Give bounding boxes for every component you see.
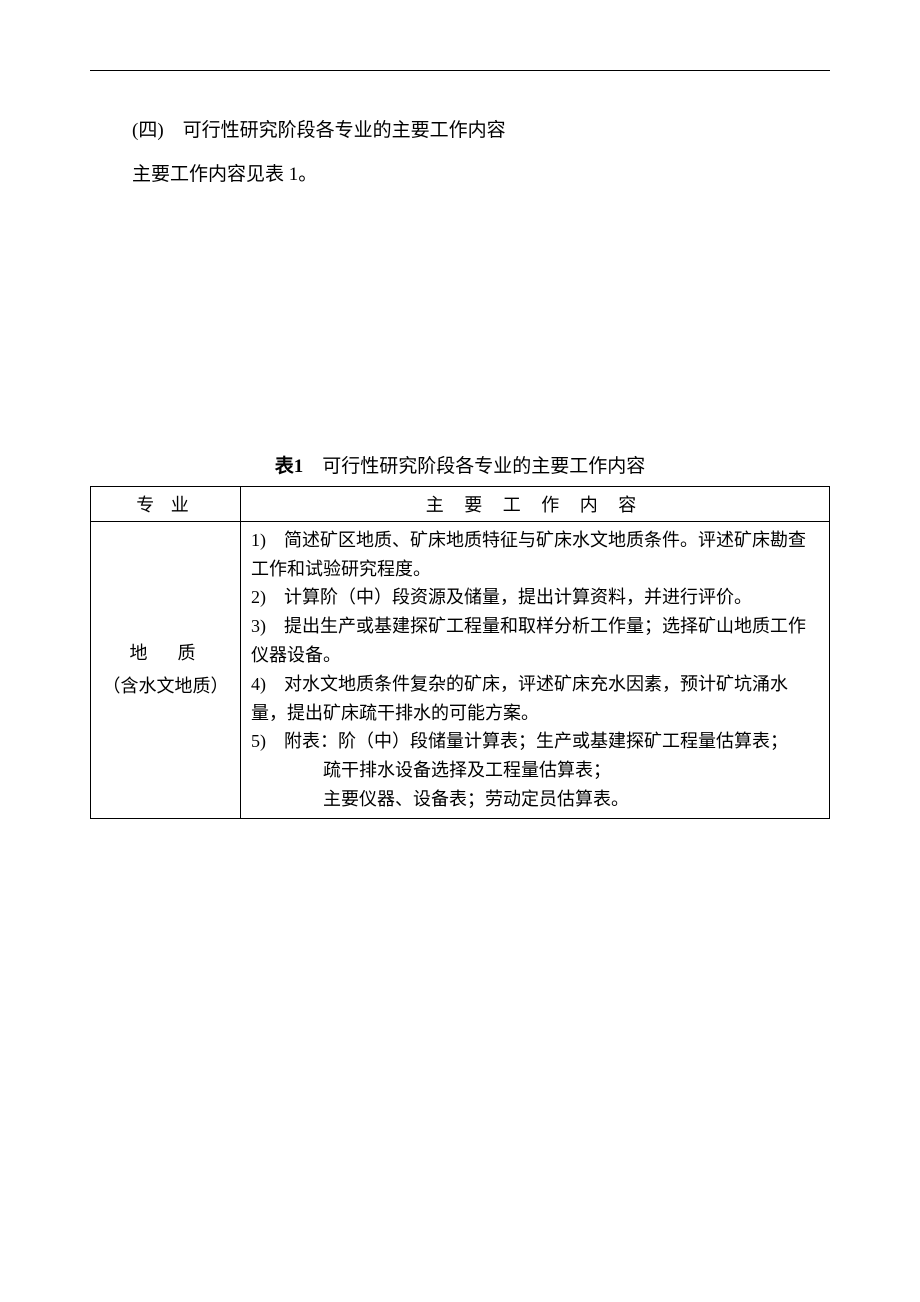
profession-sub: （含水文地质） — [101, 672, 230, 701]
table-caption-label: 表1 — [275, 456, 304, 477]
cell-content: 1) 简述矿区地质、矿床地质特征与矿床水文地质条件。评述矿床勘查工作和试验研究程… — [241, 521, 830, 818]
header-rule — [90, 70, 830, 71]
profession-main: 地 质 — [130, 643, 202, 663]
header-content: 主 要 工 作 内 容 — [241, 486, 830, 521]
table-row: 地 质 （含水文地质） 1) 简述矿区地质、矿床地质特征与矿床水文地质条件。评述… — [91, 521, 830, 818]
content-item-3: 3) 提出生产或基建探矿工程量和取样分析工作量；选择矿山地质工作仪器设备。 — [251, 612, 819, 670]
table-caption: 表1 可行性研究阶段各专业的主要工作内容 — [90, 451, 830, 478]
section-heading: (四) 可行性研究阶段各专业的主要工作内容 — [132, 116, 830, 146]
section-intro: 主要工作内容见表 1。 — [132, 160, 830, 190]
content-item-2: 2) 计算阶（中）段资源及储量，提出计算资料，并进行评价。 — [251, 583, 819, 612]
table-caption-text: 可行性研究阶段各专业的主要工作内容 — [303, 456, 645, 477]
content-item-5-sub2: 主要仪器、设备表；劳动定员估算表。 — [251, 785, 819, 814]
table-header-row: 专 业 主 要 工 作 内 容 — [91, 486, 830, 521]
main-table: 专 业 主 要 工 作 内 容 地 质 （含水文地质） 1) 简述矿区地质、矿床… — [90, 486, 830, 819]
content-item-5: 5) 附表：阶（中）段储量计算表；生产或基建探矿工程量估算表； — [251, 727, 819, 756]
cell-profession: 地 质 （含水文地质） — [91, 521, 241, 818]
content-item-4: 4) 对水文地质条件复杂的矿床，评述矿床充水因素，预计矿坑涌水量，提出矿床疏干排… — [251, 670, 819, 728]
header-profession: 专 业 — [91, 486, 241, 521]
content-item-1: 1) 简述矿区地质、矿床地质特征与矿床水文地质条件。评述矿床勘查工作和试验研究程… — [251, 526, 819, 584]
content-item-5-sub1: 疏干排水设备选择及工程量估算表； — [251, 756, 819, 785]
